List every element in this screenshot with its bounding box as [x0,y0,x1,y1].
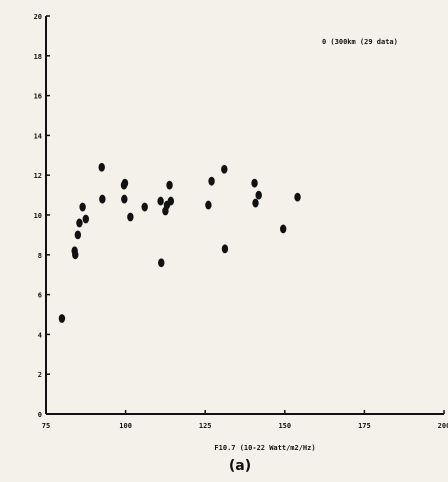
x-tick-label: 175 [358,422,371,430]
axes [45,16,444,415]
y-tick-label: 10 [34,212,42,220]
data-point [294,192,301,202]
data-point [141,202,148,212]
data-point [205,200,212,210]
data-point [221,244,229,254]
data-point [252,198,259,208]
y-tick-label: 12 [34,172,42,180]
data-point [255,190,262,200]
legend-entry: 0 (300km (29 data) [322,38,398,46]
data-points [58,162,301,323]
y-tick-label: 2 [38,371,42,379]
data-point [221,164,228,174]
data-point [98,162,105,172]
y-tick-label: 18 [34,53,42,61]
tick-marks: 75 100 125 150 175 200 0 2 4 6 8 10 12 14 16 18 20 [34,13,448,430]
x-tick-label: 200 [438,422,448,430]
y-tick-label: 16 [34,93,42,101]
data-point [72,250,79,260]
data-point [58,314,66,323]
data-point [74,230,82,240]
data-point [79,202,86,212]
y-tick-label: 6 [38,292,42,300]
data-point [208,176,215,186]
x-axis-title: F10.7 (10-22 Watt/m2/Hz) [214,444,315,452]
y-tick-label: 14 [34,132,42,140]
x-tick-label: 150 [278,422,291,430]
data-point [280,224,287,234]
data-point [99,194,106,204]
y-tick-label: 20 [34,13,42,21]
data-point [121,194,128,204]
y-tick-label: 0 [38,411,42,419]
data-point [167,196,175,206]
data-point [166,180,173,190]
y-tick-label: 8 [38,252,42,260]
data-point [127,212,134,222]
x-tick-label: 75 [42,422,50,430]
legend: 0 (300km (29 data) [322,38,398,46]
data-point [158,258,165,268]
data-point [157,196,164,206]
panel-label: (a) [229,458,251,474]
data-point [251,178,258,188]
data-point [82,214,90,224]
x-tick-label: 100 [119,422,132,430]
x-tick-label: 125 [199,422,212,430]
y-tick-label: 4 [38,331,42,339]
data-point [121,178,129,188]
data-point [76,218,83,228]
